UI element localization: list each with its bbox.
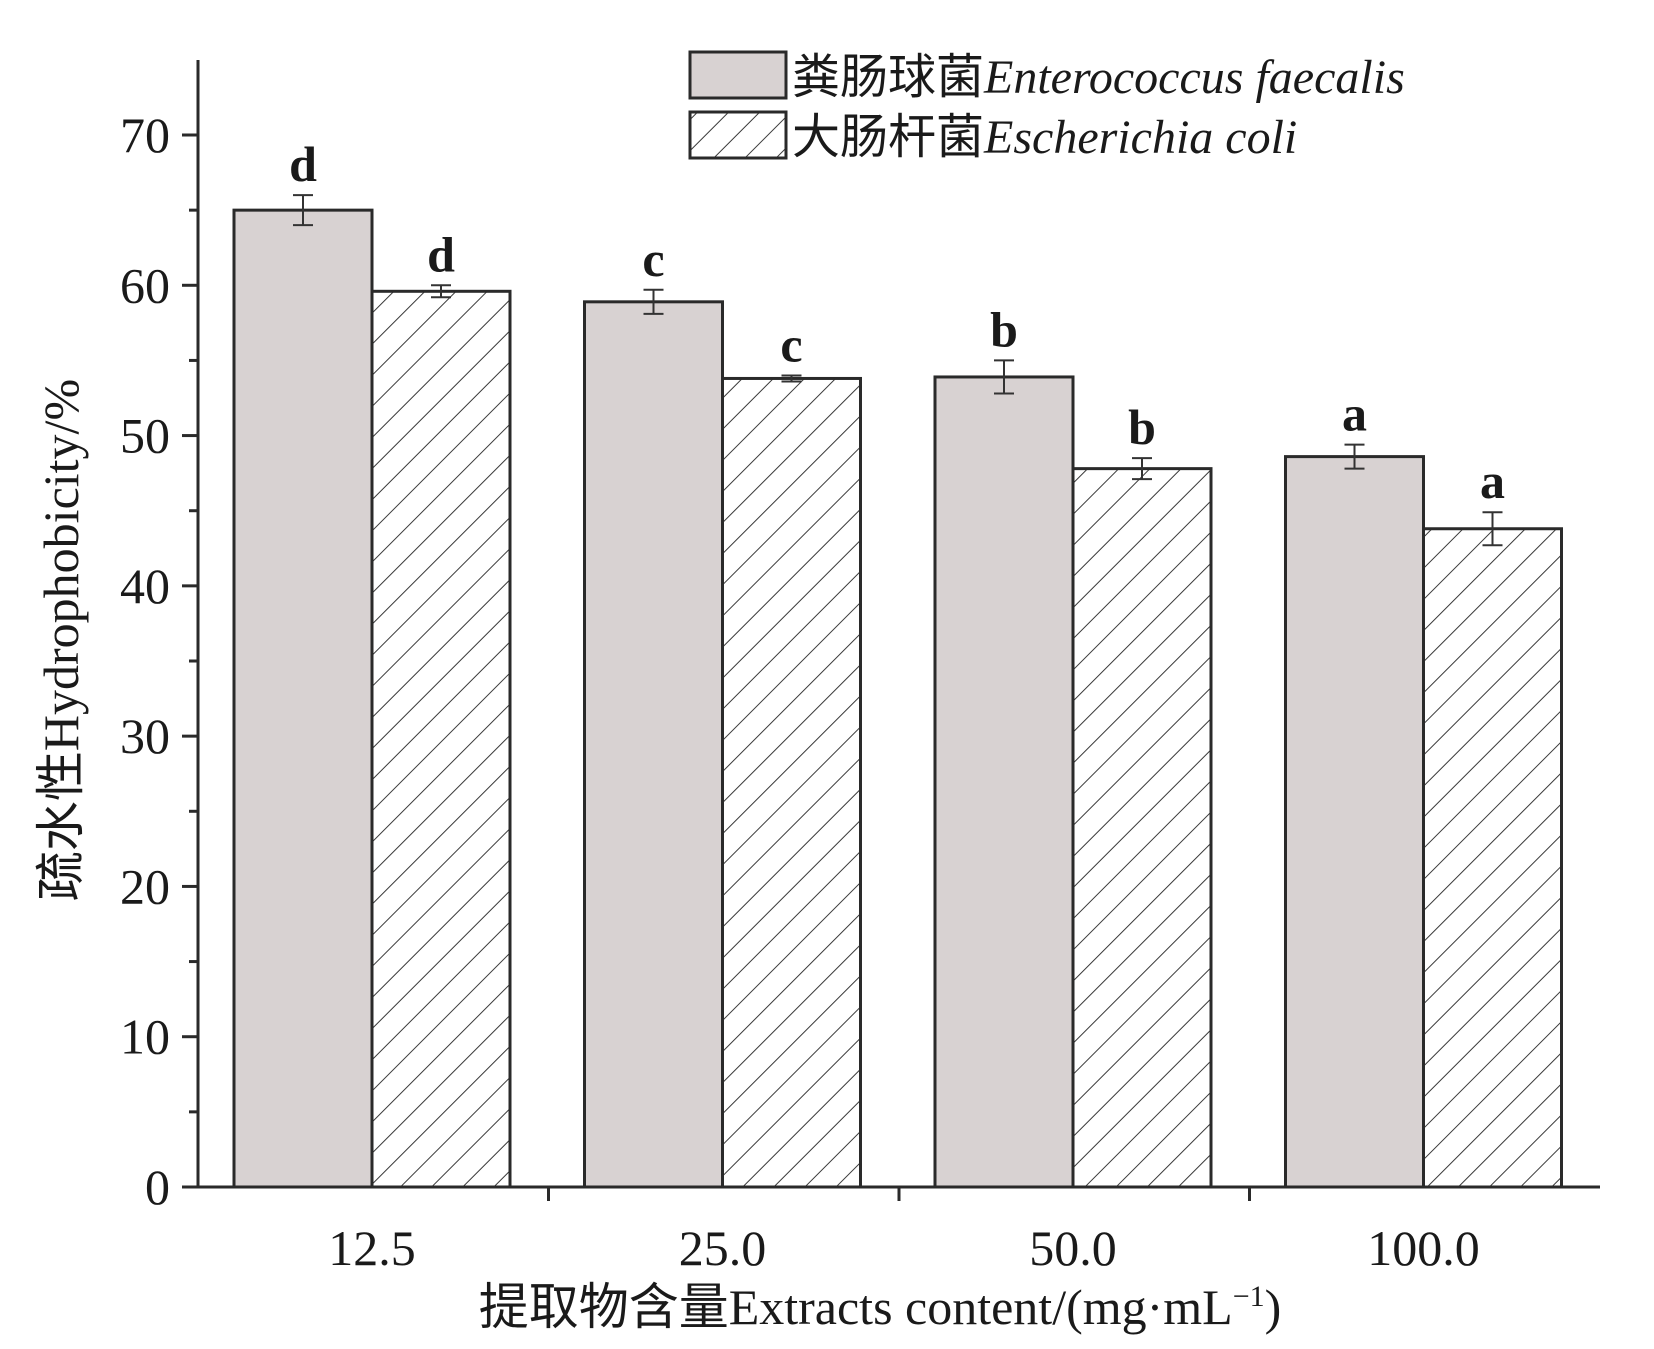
significance-letter-series2-12.5: d — [427, 226, 455, 282]
error-bar-series2-12.5 — [431, 284, 451, 299]
significance-letter-series1-50.0: b — [990, 301, 1018, 357]
x-axis-title-main: 提取物含量Extracts content/(mg·mL — [479, 1279, 1233, 1335]
error-bar-series1-12.5 — [293, 194, 313, 227]
significance-letter-series2-50.0: b — [1128, 399, 1156, 455]
significance-letter-series1-12.5: d — [289, 136, 317, 192]
legend: 粪肠球菌Enterococcus faecalis 大肠杆菌Escherichi… — [688, 50, 1405, 164]
error-bar-series1-100.0 — [1344, 443, 1365, 470]
y-tick-label-70: 70 — [120, 107, 170, 163]
x-tick-label-25.0: 25.0 — [679, 1220, 767, 1276]
legend-swatch-enterococcus — [688, 50, 788, 100]
significance-letter-series1-25.0: c — [642, 231, 664, 287]
bar-series2-50.0 — [1071, 467, 1213, 1189]
error-bar-series2-100.0 — [1482, 511, 1503, 547]
error-bar-series2-50.0 — [1132, 457, 1152, 481]
y-tick-label-50: 50 — [120, 408, 170, 464]
y-axis-title: 疏水性Hydrophobicity/% — [33, 379, 89, 901]
legend-label-escherichia: 大肠杆菌Escherichia coli — [792, 111, 1297, 164]
error-bars-layer — [293, 194, 1503, 547]
bar-series1-100.0 — [1284, 455, 1425, 1189]
y-tick-label-10: 10 — [120, 1009, 170, 1065]
x-axis-title-close: ) — [1265, 1279, 1282, 1335]
y-ticks: 0 10 20 30 40 50 60 70 — [120, 107, 198, 1215]
significance-letter-series2-25.0: c — [780, 316, 802, 372]
significance-letter-series1-100.0: a — [1342, 386, 1367, 442]
x-ticks: 12.5 25.0 50.0 100.0 — [328, 1187, 1480, 1276]
error-bar-series2-25.0 — [781, 374, 802, 383]
x-tick-label-50.0: 50.0 — [1029, 1220, 1117, 1276]
error-bar-series1-50.0 — [994, 359, 1014, 395]
y-tick-label-30: 30 — [120, 708, 170, 764]
x-axis-title: 提取物含量Extracts content/(mg·mL−1) — [479, 1279, 1282, 1335]
bars-layer — [232, 208, 1563, 1189]
bar-series2-12.5 — [370, 289, 512, 1189]
significance-letters-layer: d d c c b b a a — [289, 136, 1505, 509]
x-axis-title-sup: −1 — [1233, 1280, 1265, 1313]
bar-series2-25.0 — [721, 376, 862, 1189]
legend-label-enterococcus: 粪肠球菌Enterococcus faecalis — [792, 51, 1405, 104]
y-tick-label-20: 20 — [120, 858, 170, 914]
error-bar-series1-25.0 — [643, 288, 664, 315]
y-tick-label-40: 40 — [120, 558, 170, 614]
bar-series1-50.0 — [933, 375, 1075, 1189]
y-tick-label-0: 0 — [145, 1159, 170, 1215]
bar-series1-25.0 — [583, 300, 724, 1189]
x-tick-label-12.5: 12.5 — [328, 1220, 416, 1276]
x-tick-label-100.0: 100.0 — [1367, 1220, 1480, 1276]
bar-series1-12.5 — [232, 208, 374, 1189]
significance-letter-series2-100.0: a — [1480, 453, 1505, 509]
bar-series2-100.0 — [1422, 527, 1563, 1189]
y-tick-label-60: 60 — [120, 257, 170, 313]
legend-swatch-escherichia — [688, 110, 788, 160]
